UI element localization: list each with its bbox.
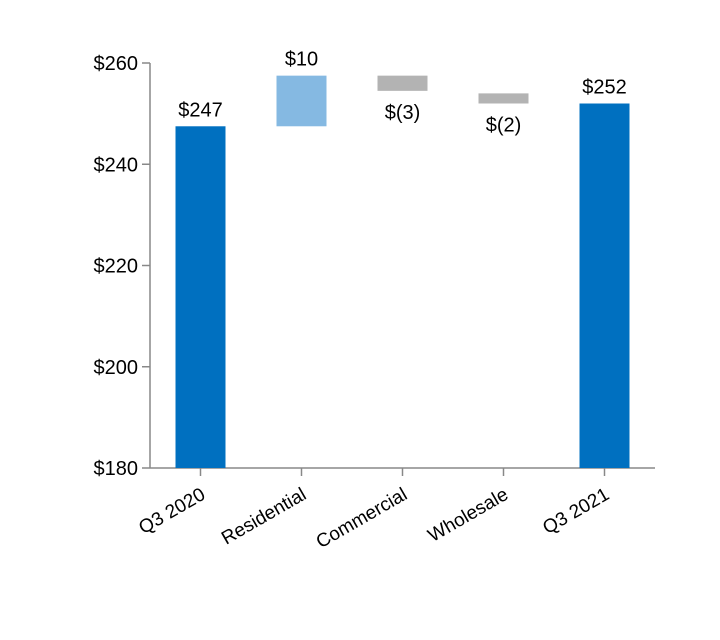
y-tick-label: $180 [94, 458, 139, 480]
bar-residential [276, 75, 327, 127]
chart-axes: $180 $200 $220 $240 $260 [94, 53, 655, 480]
category-label: Residential [218, 484, 310, 549]
y-tick-label: $220 [94, 256, 139, 278]
chart-bars [175, 75, 630, 468]
data-label: $(2) [486, 115, 522, 137]
chart-data-labels: $247 $10 $(3) $(2) $252 [178, 49, 627, 137]
category-label: Commercial [313, 484, 411, 553]
category-label: Q3 2021 [539, 484, 613, 539]
y-tick-label: $260 [94, 53, 139, 75]
bar-q3-2021 [579, 103, 630, 468]
chart-category-labels: Q3 2020 Residential Commercial Wholesale Q3 … [135, 484, 613, 553]
data-label: $10 [285, 49, 318, 71]
bar-commercial [377, 75, 428, 91]
data-label: $(3) [385, 102, 421, 124]
data-label: $247 [178, 99, 223, 121]
y-tick-label: $240 [94, 154, 139, 176]
category-label: Q3 2020 [135, 484, 209, 539]
y-tick-label: $200 [94, 357, 139, 379]
bar-wholesale [478, 93, 529, 104]
data-label: $252 [582, 77, 627, 99]
bar-q3-2020 [175, 126, 226, 468]
category-label: Wholesale [425, 484, 512, 547]
